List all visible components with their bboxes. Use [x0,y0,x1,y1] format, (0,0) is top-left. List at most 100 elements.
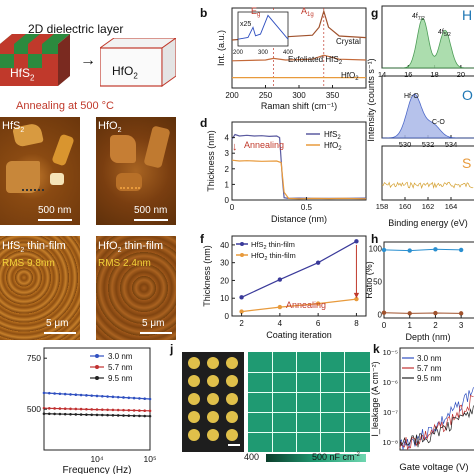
data-point [127,409,131,412]
y-tick-label: 10⁻⁵ [383,348,398,357]
panel-label-j: j [170,342,174,356]
data-point [315,260,321,265]
flake-shape [51,133,75,167]
data-point [85,413,88,416]
peak-label-eg: Eg [251,6,260,18]
x-tick-label: 2 [239,319,244,328]
y-tick-label: 4 [225,134,230,143]
xps-peak-label: 4f5/2 [438,29,451,38]
thin-film-label: HfO2 thin-film [98,240,164,255]
x-axis-label: Distance (nm) [271,214,327,224]
data-point [122,408,125,412]
thin-film-image-hfs2: HfS2 thin-film RMS 9.8nm 5 μm [0,236,80,340]
data-point [127,414,131,417]
data-point [143,397,146,400]
x-tick-label: 164 [445,202,458,211]
data-point [148,414,152,418]
data-point [85,394,88,397]
data-point [381,247,387,253]
legend-label-3nm: 3.0 nm [417,354,442,363]
x-axis-label: Frequency (Hz) [63,465,132,474]
data-point [433,247,438,252]
afm-image-label: HfO2 [98,120,122,135]
y-tick-label: 10⁻⁶ [383,378,398,387]
y-tick-label: 50 [373,278,382,287]
legend-label-hfo2: HfO2 [324,141,342,152]
data-point [407,311,412,316]
series-line [399,405,474,448]
xps-peak-label: Hf-O [404,93,419,100]
panel-label-d: d [200,116,208,130]
data-point [79,393,83,397]
legend-marker-9nm [95,376,99,380]
electrode-dot [207,429,219,441]
afm-image-hfs2: HfS2 500 nm [0,117,80,225]
xps-noise-line [381,181,474,190]
panel-j-electrode-array [182,352,244,452]
data-point [111,395,115,399]
panel-label-f: f [200,232,204,246]
data-point [138,409,141,412]
x-tick-label: 534 [445,140,458,149]
grid-line [272,352,273,452]
x-axis-label: Coating iteration [266,330,332,340]
x-tick-label: 350 [326,91,340,100]
electrode-dot [226,393,238,405]
panel-k-chart: 10⁻⁸ 10⁻⁷ 10⁻⁶ 10⁻⁵ Gate voltage (V) I_leakag… [370,347,474,473]
flake-shape [143,125,171,169]
data-point [132,396,136,400]
element-label: S [462,155,471,171]
x-tick-label: 530 [399,140,412,149]
electrode-dot [207,411,219,423]
legend-label-hfo2: HfO2 thin-film [251,251,296,262]
grid-line [248,432,370,433]
data-point [69,407,72,411]
data-point [122,414,125,417]
data-point [79,413,83,416]
x-tick-label: 16 [404,70,412,79]
data-point [106,395,109,398]
series-line [383,312,462,314]
data-point [138,414,141,418]
data-point [277,304,283,310]
data-point [74,393,78,397]
panel-label-g: g [371,6,379,20]
inset-line [237,14,289,40]
data-point [58,407,62,410]
xps-peak-label: 4f7/2 [412,13,425,22]
data-point [63,407,67,411]
curve-label-hfo2: HfO2 [341,71,359,82]
data-point [42,412,46,415]
x-axis-label: Binding energy (eV) [388,218,468,228]
scale-bar-label: 5 μm [142,318,165,329]
y-axis-label: Thickness (nm) [202,245,212,307]
plot-frame [381,145,474,201]
plot-frame [399,347,474,451]
thin-film-image-hfo2: HfO2 thin-film RMS 2.4nm 5 μm [96,236,176,340]
data-point [354,239,359,244]
data-point [85,407,88,411]
data-point [111,413,115,417]
legend-label-5nm: 5.7 nm [417,364,442,373]
colorbar-min-label: 400 [244,452,260,462]
electrode-dot [188,393,200,405]
data-point [90,394,93,397]
flake-shape [50,173,64,185]
y-tick-label: 10⁻⁸ [383,438,398,447]
rms-label: RMS 2.4nm [98,258,151,269]
electrode-dot [188,411,200,423]
legend-marker-3nm [95,354,99,358]
grid-line [248,392,370,393]
data-point [69,413,72,416]
grid-line [296,352,297,452]
data-point [63,412,67,416]
electrode-dot [226,429,238,441]
y-tick-label: 2 [225,165,230,174]
legend-marker-hfs2 [240,242,244,246]
inset-tick-label: 300 [258,50,269,56]
y-axis-label: Ratio (%) [366,261,374,299]
element-label: O [462,87,473,103]
x-tick-label: 1 [407,321,412,330]
hfo2-block-label: HfO2 [112,64,138,81]
panel-f-chart: ▼ 2 4 6 8 0 10 20 30 40 Coating iteration Thickness… [202,235,367,340]
